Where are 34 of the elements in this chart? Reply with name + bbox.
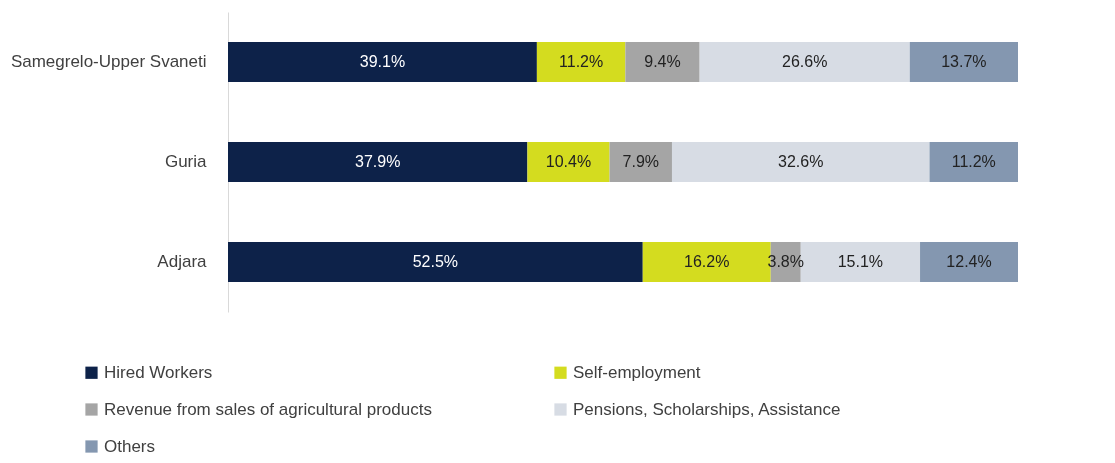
data-label: 32.6%: [778, 153, 824, 170]
bar: [228, 142, 528, 182]
data-label: 11.2%: [951, 153, 996, 170]
data-label: 15.1%: [837, 253, 884, 270]
legend-label: Pensions, Scholarships, Assistance: [573, 399, 841, 419]
y-tick-label: Adjara: [157, 252, 208, 271]
bar: [920, 242, 1018, 282]
data-label: 11.2%: [559, 53, 604, 70]
bar: [527, 142, 610, 182]
legend-label: Hired Workers: [104, 362, 213, 382]
legend-label: Revenue from sales of agricultural products: [104, 399, 432, 419]
data-label: 16.2%: [684, 253, 730, 270]
data-label: 12.4%: [946, 253, 992, 270]
data-label: 7.9%: [622, 153, 660, 170]
data-label: 39.1%: [359, 53, 406, 70]
y-tick-label: Samegrelo-Upper Svaneti: [10, 52, 207, 71]
bar: [228, 242, 643, 282]
data-label: 52.5%: [412, 253, 459, 270]
bar: [671, 142, 930, 182]
legend-label: Self-employment: [573, 362, 701, 382]
data-label: 9.4%: [644, 53, 681, 70]
bar: [625, 42, 700, 82]
bar: [699, 42, 910, 82]
bar: [929, 142, 1018, 182]
data-label: 26.6%: [782, 53, 828, 70]
data-label: 37.9%: [355, 153, 401, 170]
data-label: 13.7%: [941, 53, 987, 70]
y-tick-label: Guria: [164, 152, 208, 171]
data-label: 10.4%: [545, 153, 592, 170]
bar: [609, 142, 672, 182]
bar: [228, 42, 537, 82]
bar: [536, 42, 626, 82]
bar: [909, 42, 1018, 82]
legend-label: Others: [104, 436, 156, 456]
